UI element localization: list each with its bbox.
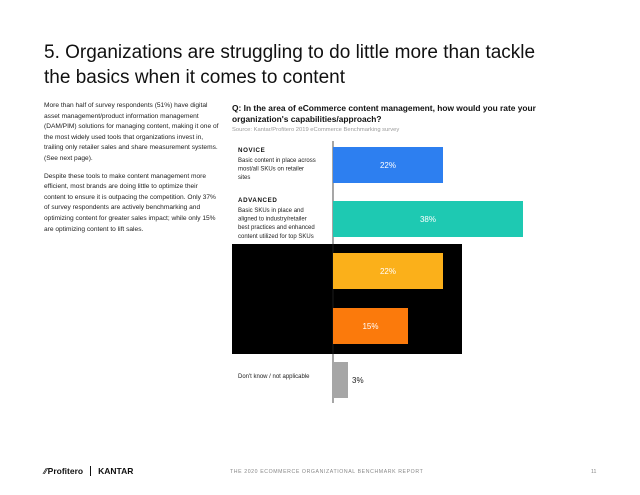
bar-value-label-5: 3% <box>352 376 364 385</box>
category-label-1-line-3: sites <box>238 175 250 181</box>
category-label-1-line-1: Basic content in place across <box>238 158 316 164</box>
bar-value-label-3: 22% <box>380 267 396 276</box>
brand-profitero: Profitero <box>47 466 84 476</box>
intro-paragraph-1: More than half of survey respondents (51… <box>44 102 219 162</box>
bar-5 <box>333 362 348 398</box>
category-heading-1: NOVICE <box>238 147 265 154</box>
bar-value-label-1: 22% <box>380 161 396 170</box>
bar-value-label-2: 38% <box>420 215 436 224</box>
brand-divider <box>90 466 92 476</box>
source-note: Source: Kantar/Profitero 2019 eCommerce … <box>232 127 400 133</box>
footer-brands: ⁄⁄ Profitero KANTAR <box>44 466 133 476</box>
capability-bar-chart: 22% NOVICE Basic content in place across mo… <box>232 141 523 403</box>
bar-1 <box>333 147 443 183</box>
bar-value-label-4: 15% <box>362 322 378 331</box>
category-heading-2: ADVANCED <box>238 197 277 204</box>
bar-2 <box>333 201 523 237</box>
profitero-logo-icon: ⁄⁄ <box>44 466 47 476</box>
intro-text: More than half of survey respondents (51… <box>44 101 220 242</box>
report-name: THE 2020 ECOMMERCE ORGANIZATIONAL BENCHM… <box>230 469 424 475</box>
page-title: 5. Organizations are struggling to do li… <box>44 42 536 88</box>
category-label-2-line-3: best practices and enhanced <box>238 225 315 231</box>
page-number: 11 <box>591 469 597 475</box>
bar-3 <box>333 253 443 289</box>
intro-paragraph-2: Despite these tools to make content mana… <box>44 172 216 233</box>
survey-question: Q: In the area of eCommerce content mana… <box>232 103 536 124</box>
category-label-5-line-1: Don't know / not applicable <box>238 374 310 380</box>
bar-4 <box>333 308 408 344</box>
category-label-2-line-1: Basic SKUs in place and <box>238 208 304 214</box>
category-label-1-line-2: most/all SKUs on retailer <box>238 167 304 173</box>
category-label-2-line-4: content utilized for top SKUs <box>238 234 314 240</box>
brand-kantar: KANTAR <box>98 466 134 476</box>
category-label-2-line-2: aligned to industry/retailer <box>238 217 307 223</box>
